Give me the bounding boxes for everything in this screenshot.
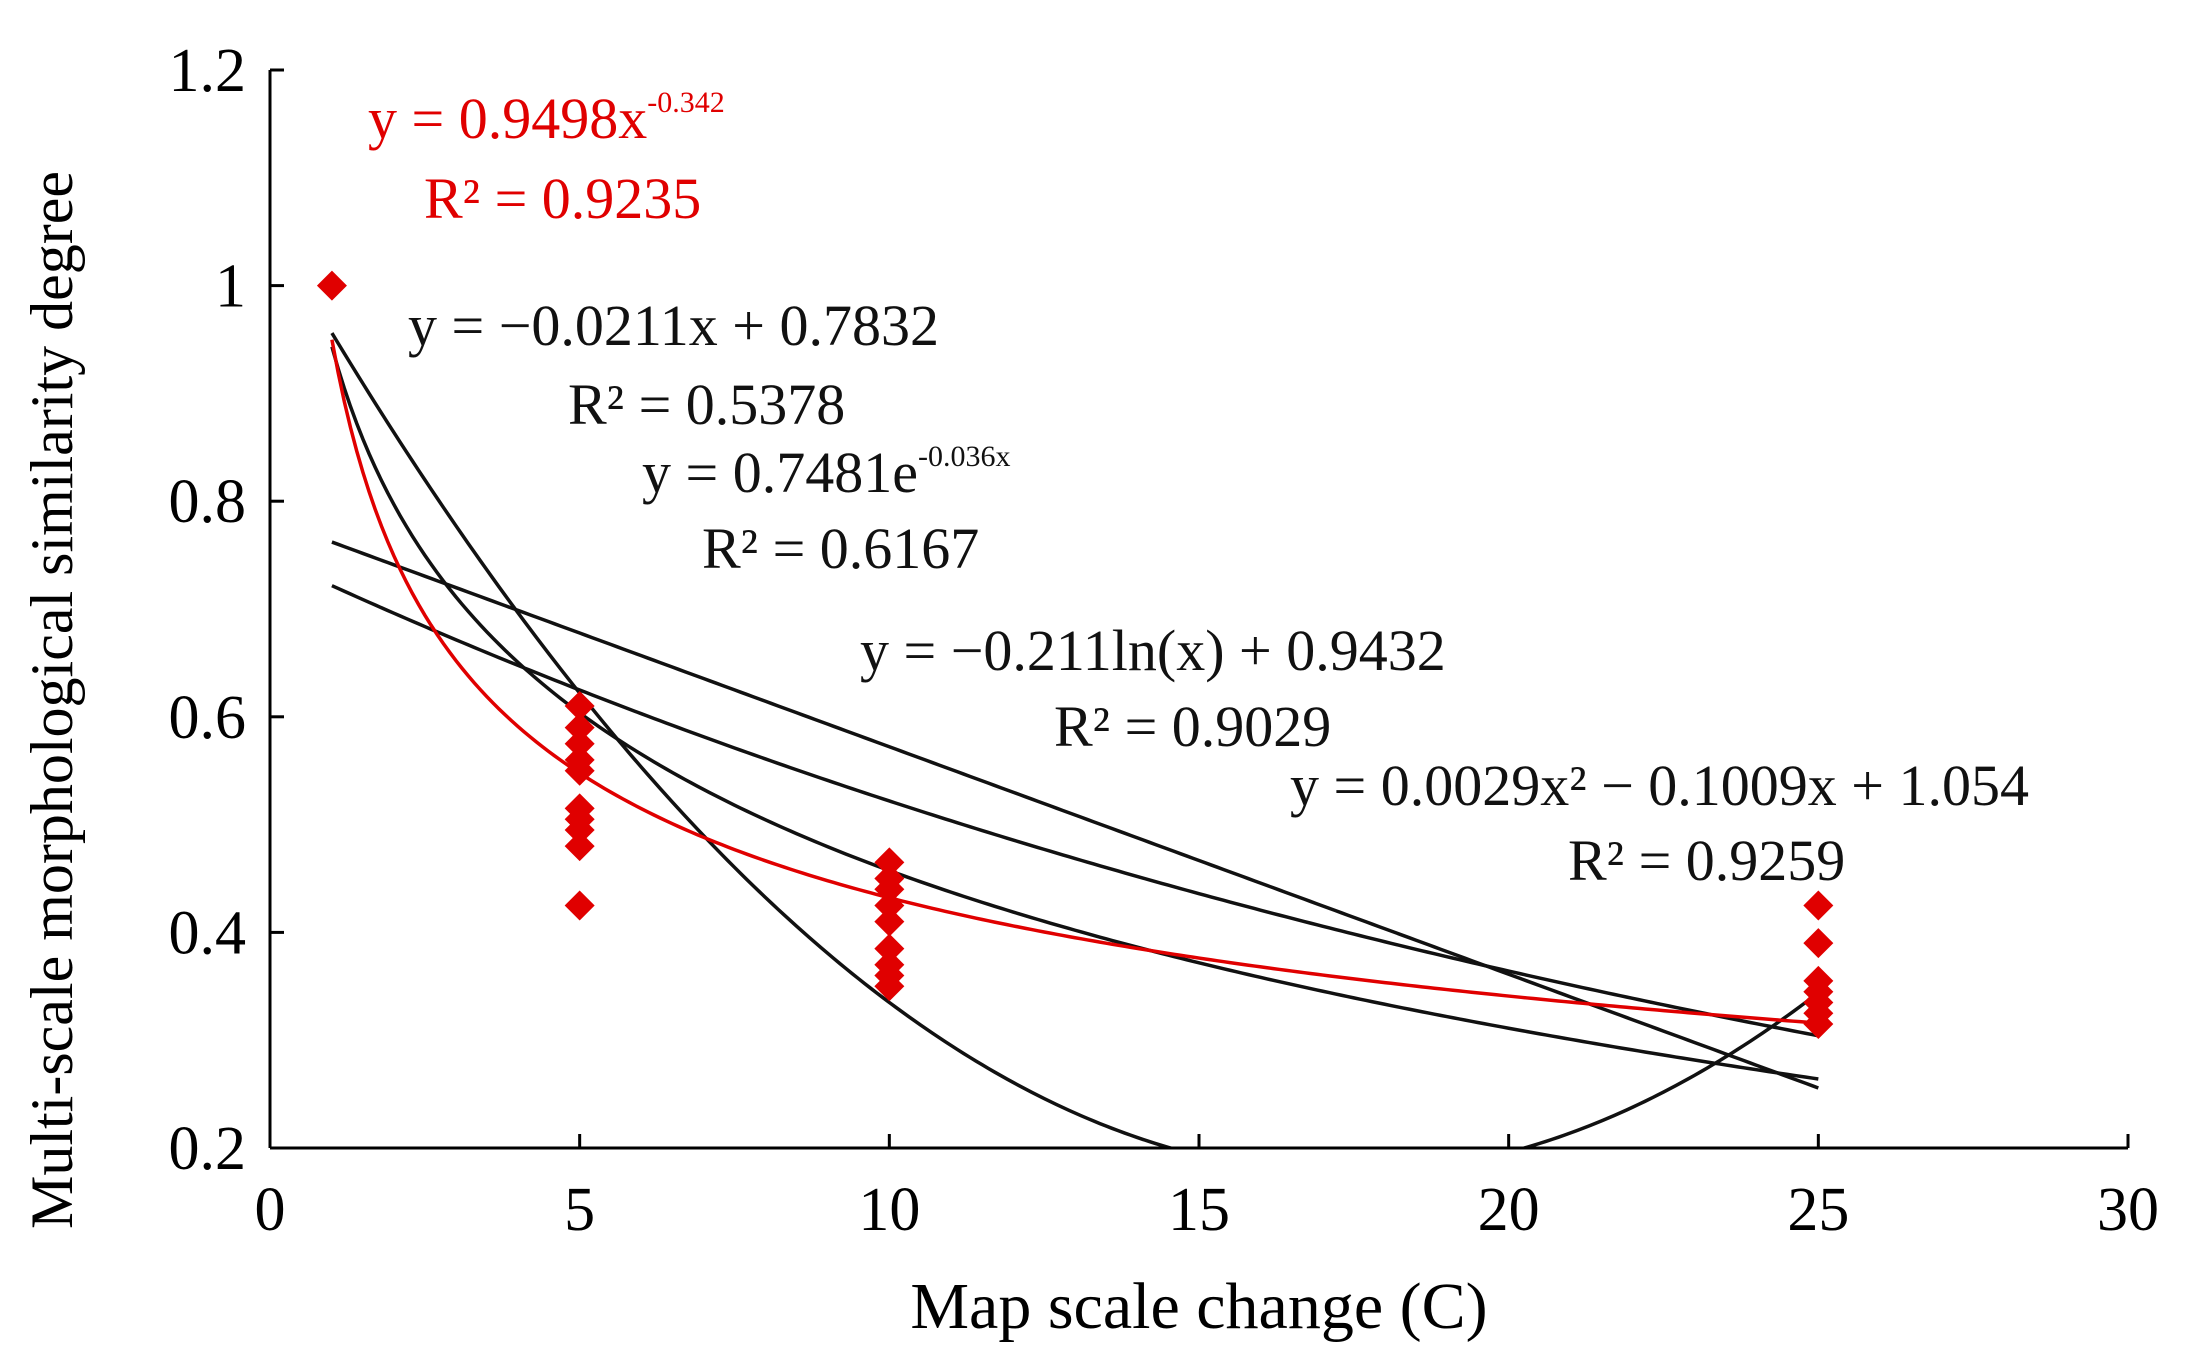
y-tick-label: 1.2	[169, 37, 247, 105]
x-tick-label: 25	[1787, 1176, 1849, 1244]
y-tick-label: 0.8	[169, 468, 247, 536]
logarithmic-fit-label: y = −0.211ln(x) + 0.9432 R² = 0.9029	[860, 618, 1446, 759]
x-axis-title: Map scale change (C)	[910, 1270, 1487, 1343]
exponential-fit-equation: y = 0.7481e	[642, 440, 918, 505]
exponential-fit-exponent: -0.036x	[918, 440, 1011, 473]
exponential-fit-curve	[331, 584, 1819, 1038]
linear-fit-label: y = −0.0211x + 0.7832 R² = 0.5378	[408, 293, 939, 437]
y-tick-label: 0.4	[169, 899, 247, 967]
data-point	[874, 847, 905, 878]
y-tick-label: 0.6	[169, 684, 247, 752]
data-point	[1803, 928, 1834, 959]
data-point	[1803, 1009, 1834, 1040]
power-fit-r2: R² = 0.9235	[424, 166, 701, 231]
polynomial-fit-equation: y = 0.0029x² − 0.1009x + 1.054	[1290, 753, 2029, 818]
data-points	[316, 270, 1834, 1040]
data-point	[564, 691, 595, 722]
data-point	[316, 270, 347, 301]
power-fit-exponent: -0.342	[647, 86, 725, 119]
data-point	[564, 814, 595, 845]
axes: 0 5 10 15 20 25 30 0.2 0.4 0.6 0.8 1 1.2	[169, 37, 2160, 1244]
data-point	[564, 728, 595, 759]
power-fit-label: y = 0.9498x-0.342 R² = 0.9235	[368, 86, 725, 231]
polynomial-fit-label: y = 0.0029x² − 0.1009x + 1.054 R² = 0.92…	[1290, 753, 2029, 893]
power-fit-equation: y = 0.9498x	[368, 86, 647, 151]
svg-text:y = 0.7481e-0.036x: y = 0.7481e-0.036x	[642, 440, 1010, 505]
linear-fit-r2: R² = 0.5378	[568, 372, 845, 437]
data-point	[874, 890, 905, 921]
polynomial-fit-r2: R² = 0.9259	[1568, 828, 1845, 893]
exponential-fit-label: y = 0.7481e-0.036x R² = 0.6167	[642, 440, 1010, 581]
data-point	[564, 831, 595, 862]
data-point	[874, 874, 905, 905]
x-tick-label: 20	[1478, 1176, 1540, 1244]
y-tick-label: 1	[215, 253, 246, 321]
x-tick-label: 0	[255, 1176, 286, 1244]
x-tick-label: 10	[858, 1176, 920, 1244]
y-tick-label: 0.2	[169, 1115, 247, 1183]
data-point	[564, 712, 595, 743]
data-point	[874, 971, 905, 1002]
logarithmic-fit-equation: y = −0.211ln(x) + 0.9432	[860, 618, 1446, 683]
data-point	[874, 933, 905, 964]
data-point	[1803, 890, 1834, 921]
data-point	[564, 890, 595, 921]
linear-fit-curve	[331, 540, 1819, 1090]
y-axis-title: Multi-scale morphological similarity deg…	[19, 171, 85, 1229]
data-point	[874, 906, 905, 937]
exponential-fit-r2: R² = 0.6167	[702, 516, 979, 581]
data-point	[564, 755, 595, 786]
logarithmic-fit-r2: R² = 0.9029	[1054, 694, 1331, 759]
linear-fit-equation: y = −0.0211x + 0.7832	[408, 293, 939, 358]
svg-text:y = 0.9498x-0.342: y = 0.9498x-0.342	[368, 86, 725, 151]
x-tick-label: 15	[1168, 1176, 1230, 1244]
x-tick-label: 5	[564, 1176, 595, 1244]
x-tick-label: 30	[2097, 1176, 2159, 1244]
